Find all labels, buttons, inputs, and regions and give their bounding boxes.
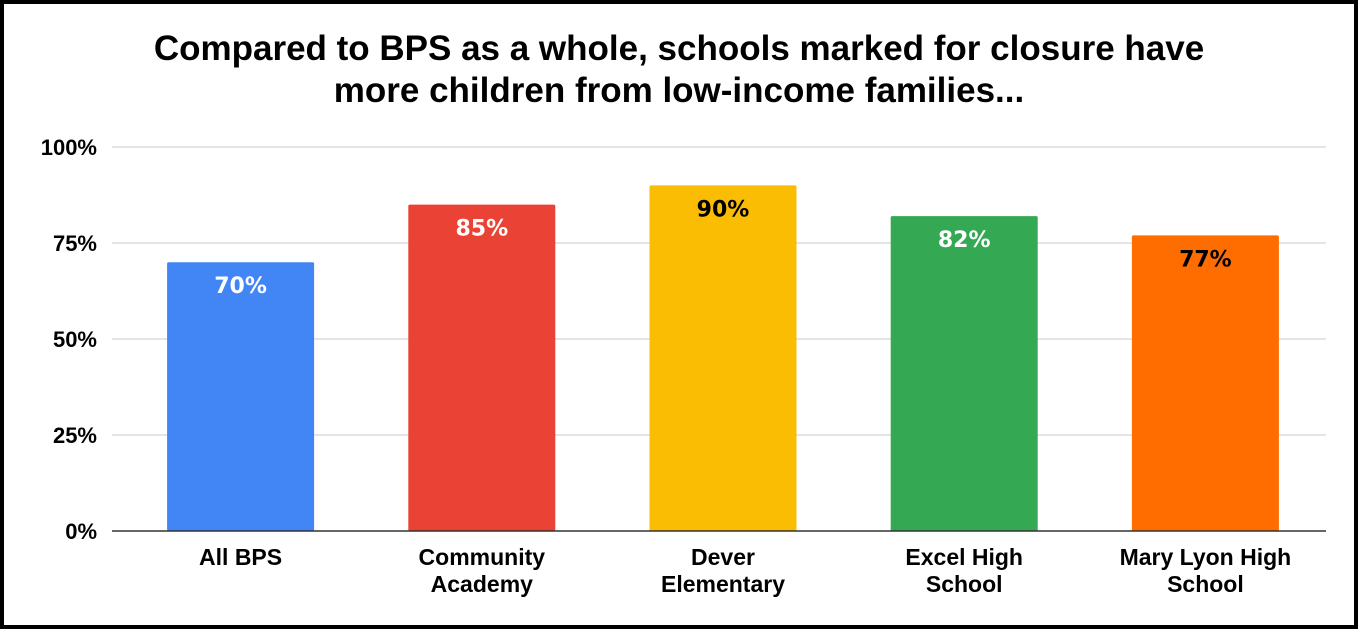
data-label: 77%: [1179, 247, 1232, 272]
y-tick-label: 75%: [53, 231, 97, 256]
y-tick-label: 50%: [53, 327, 97, 352]
x-tick-label: Excel High: [905, 544, 1023, 570]
data-label: 85%: [455, 217, 508, 242]
x-tick-label: School: [926, 571, 1003, 597]
bar: [408, 204, 556, 531]
x-tick-label: Dever: [691, 544, 755, 570]
bar: [1131, 235, 1279, 531]
x-tick-label: Community: [419, 544, 546, 570]
x-tick-label: Mary Lyon High: [1120, 544, 1292, 570]
y-tick-label: 0%: [65, 519, 97, 544]
data-label: 90%: [697, 197, 750, 222]
bar: [890, 216, 1038, 531]
bar: [167, 262, 315, 531]
data-label: 82%: [938, 228, 991, 253]
bar: [649, 185, 797, 531]
chart-title: Compared to BPS as a whole, schools mark…: [0, 28, 1358, 112]
y-tick-label: 25%: [53, 423, 97, 448]
x-tick-label: All BPS: [199, 544, 282, 570]
x-tick-label: School: [1167, 571, 1244, 597]
chart-title-line-1: Compared to BPS as a whole, schools mark…: [153, 29, 1205, 68]
chart-title-line-2: more children from low-income families..…: [333, 71, 1025, 110]
data-label: 70%: [214, 274, 267, 299]
x-tick-label: Academy: [431, 571, 533, 597]
y-tick-label: 100%: [41, 135, 97, 160]
x-tick-label: Elementary: [661, 571, 785, 597]
